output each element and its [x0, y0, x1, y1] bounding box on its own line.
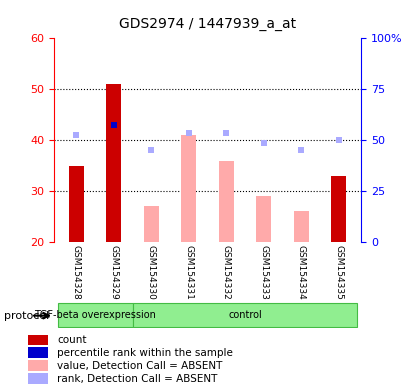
Bar	[133, 303, 357, 327]
Text: rank, Detection Call = ABSENT: rank, Detection Call = ABSENT	[57, 374, 217, 384]
Text: percentile rank within the sample: percentile rank within the sample	[57, 348, 233, 358]
Text: TGF-beta overexpression: TGF-beta overexpression	[34, 310, 156, 320]
Bar	[28, 360, 48, 371]
Text: GSM154330: GSM154330	[147, 245, 156, 300]
Text: protocol: protocol	[4, 311, 49, 321]
Text: GSM154332: GSM154332	[222, 245, 231, 300]
Bar	[144, 206, 159, 242]
Bar	[219, 161, 234, 242]
Bar	[181, 135, 196, 242]
Text: GSM154333: GSM154333	[259, 245, 268, 300]
Text: count: count	[57, 335, 87, 345]
Text: GSM154335: GSM154335	[334, 245, 343, 300]
Text: GDS2974 / 1447939_a_at: GDS2974 / 1447939_a_at	[119, 17, 296, 31]
Text: GSM154329: GSM154329	[110, 245, 118, 300]
Bar	[28, 373, 48, 384]
Text: control: control	[228, 310, 262, 320]
Bar	[331, 176, 346, 242]
Bar	[69, 166, 84, 242]
Text: GSM154331: GSM154331	[184, 245, 193, 300]
Bar	[256, 196, 271, 242]
Bar	[106, 84, 121, 242]
Bar	[28, 334, 48, 345]
Bar	[294, 212, 309, 242]
Bar	[28, 348, 48, 358]
Bar	[58, 303, 133, 327]
Text: GSM154328: GSM154328	[72, 245, 81, 300]
Text: value, Detection Call = ABSENT: value, Detection Call = ABSENT	[57, 361, 222, 371]
Text: GSM154334: GSM154334	[297, 245, 305, 300]
